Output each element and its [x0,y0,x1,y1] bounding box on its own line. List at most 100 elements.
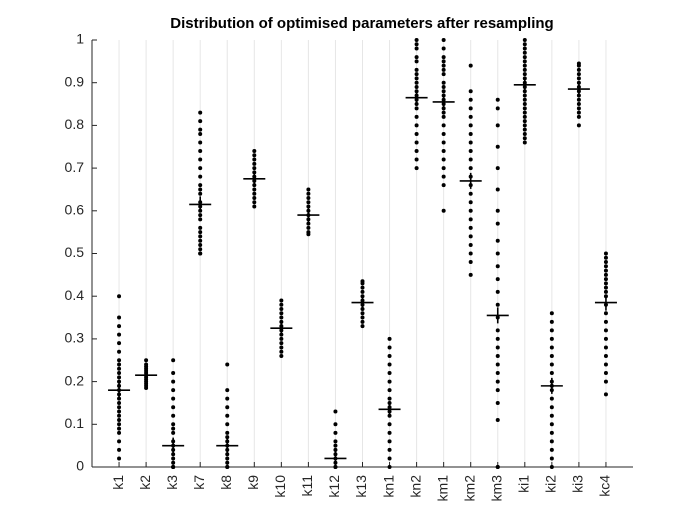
data-point [198,234,203,239]
data-point [495,388,500,393]
data-point [495,251,500,256]
x-tick-label: ki1 [516,475,532,493]
data-point [522,110,527,115]
x-tick-label: k1 [110,475,126,490]
data-point [441,114,446,119]
x-tick-label: k8 [218,475,234,490]
data-point [279,302,284,307]
data-point [387,396,392,401]
data-point [576,123,581,128]
data-point [279,341,284,346]
x-tick-label: kc4 [597,475,613,497]
x-tick-label: ki2 [543,475,559,493]
data-point [468,225,473,230]
data-point [576,102,581,107]
data-point [468,217,473,222]
center-marker [540,377,563,394]
data-point [171,460,176,465]
y-tick-label: 0 [76,458,84,474]
data-point [522,123,527,128]
data-point [252,191,257,196]
data-point [414,80,419,85]
center-marker [567,81,590,98]
data-point [198,166,203,171]
data-point [603,392,608,397]
data-point [117,400,122,405]
data-point [549,413,554,418]
data-point [441,46,446,51]
data-point [414,114,419,119]
data-point [441,67,446,72]
data-point [198,230,203,235]
data-point [387,456,392,461]
data-point [252,200,257,205]
data-point [603,281,608,286]
data-point [549,362,554,367]
data-point [441,59,446,64]
data-point [117,375,122,380]
data-point [198,247,203,252]
data-point [198,242,203,247]
data-point [144,358,149,363]
data-point [549,328,554,333]
data-point [171,456,176,461]
x-tick-label: km2 [461,475,477,502]
center-marker [405,89,428,106]
data-point [495,187,500,192]
data-point [495,418,500,423]
data-point [279,336,284,341]
data-point [522,140,527,145]
data-point [522,46,527,51]
data-point [333,430,338,435]
data-point [495,353,500,358]
data-point [603,311,608,316]
y-tick-label: 0.7 [65,159,85,175]
data-point [468,123,473,128]
data-point [468,272,473,277]
data-point [198,174,203,179]
data-point [522,114,527,119]
chart-title: Distribution of optimised parameters aft… [170,15,553,32]
data-point [117,418,122,423]
data-point [198,119,203,124]
data-point [468,149,473,154]
data-point [225,422,230,427]
center-marker [594,294,617,311]
data-point [603,268,608,273]
y-tick-label: 0.8 [65,116,85,132]
data-point [441,72,446,77]
data-point [279,311,284,316]
data-point [198,140,203,145]
data-point [171,396,176,401]
data-point [333,439,338,444]
data-point [468,114,473,119]
data-point [225,460,230,465]
data-point [495,277,500,282]
data-point [468,234,473,239]
x-tick-label: k9 [245,475,261,490]
data-point [117,426,122,431]
data-point [522,102,527,107]
data-point [279,315,284,320]
data-point [495,345,500,350]
data-point [117,332,122,337]
data-point [225,396,230,401]
data-point [495,362,500,367]
x-tick-label: k10 [272,475,288,498]
data-point [522,55,527,60]
data-point [495,97,500,102]
data-point [198,217,203,222]
data-point [414,76,419,81]
x-tick-label: k13 [353,475,369,498]
x-tick-label: ki3 [570,475,586,493]
data-point [117,439,122,444]
data-point [549,396,554,401]
data-point [522,50,527,55]
data-point [252,166,257,171]
y-tick-label: 0.2 [65,372,85,388]
data-point [414,55,419,60]
data-point [576,114,581,119]
data-point [522,119,527,124]
data-point [306,225,311,230]
